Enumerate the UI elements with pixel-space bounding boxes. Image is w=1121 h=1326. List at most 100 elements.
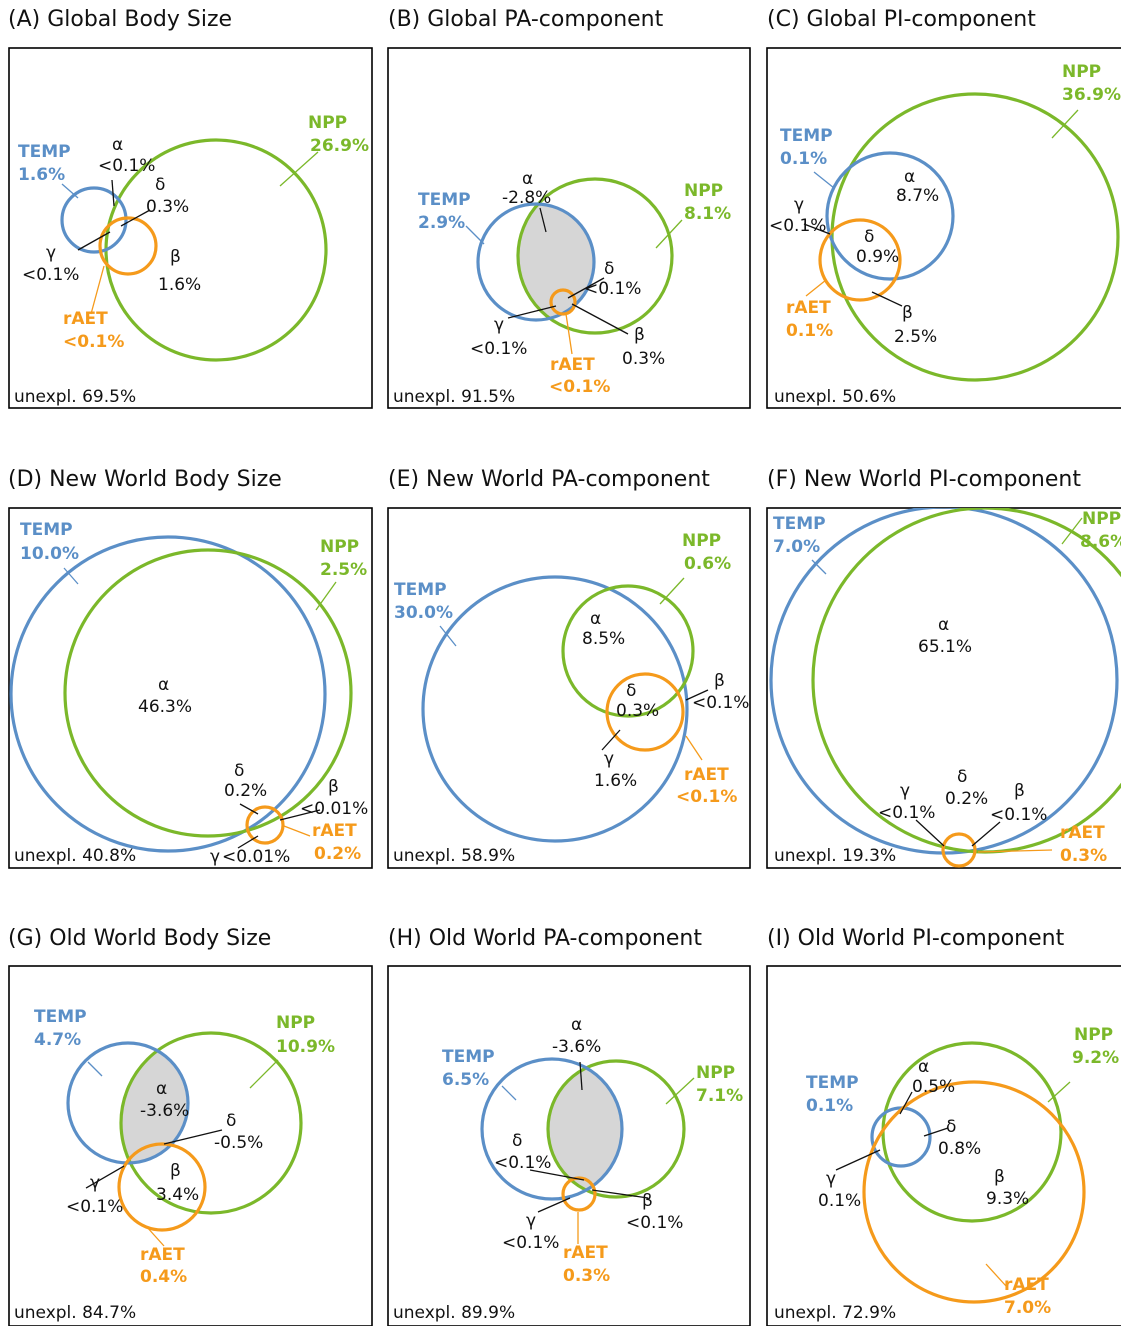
alpha-value: 65.1% (918, 637, 972, 657)
negative-overlap-shade (121, 1043, 188, 1163)
panel-i: (I) Old World PI-component TEMP 0.1% NPP… (766, 926, 1121, 1326)
unexplained-label: unexpl. 58.9% (393, 846, 515, 866)
panel-frame (766, 47, 1121, 409)
delta-value: 0.3% (616, 701, 659, 721)
delta-symbol: δ (234, 761, 244, 781)
alpha-symbol: α (590, 609, 601, 629)
npp-value: 36.9% (1062, 85, 1121, 105)
gamma-symbol: γ (494, 315, 504, 335)
temp-circle (421, 575, 689, 843)
beta-symbol: β (328, 777, 339, 797)
panel-title: (E) New World PA-component (388, 467, 710, 492)
raet-label: rAET (140, 1245, 185, 1265)
alpha-value: 8.5% (582, 629, 625, 649)
raet-value: 0.4% (140, 1267, 187, 1287)
gamma-value: 0.1% (818, 1191, 861, 1211)
gamma-symbol: γ (46, 243, 56, 263)
beta-symbol: β (642, 1191, 653, 1211)
panel-b: (B) Global PA-component TEMP 2.9% NPP 8.… (387, 7, 751, 409)
delta-value: 0.9% (856, 247, 899, 267)
panel-g: (G) Old World Body Size TEMP 4.7% NPP 10… (8, 926, 373, 1326)
alpha-symbol: α (571, 1015, 582, 1035)
raet-label: rAET (1004, 1275, 1049, 1295)
raet-label: rAET (786, 298, 831, 318)
temp-label: TEMP (773, 514, 826, 534)
beta-symbol: β (714, 671, 725, 691)
npp-label: NPP (1074, 1025, 1113, 1045)
alpha-value: -3.6% (140, 1101, 189, 1121)
beta-value: 0.3% (622, 349, 665, 369)
panel-h: (H) Old World PA-component TEMP 6.5% NPP… (387, 926, 751, 1326)
raet-circle (245, 805, 285, 845)
raet-value: <0.1% (676, 787, 737, 807)
npp-label: NPP (1062, 62, 1101, 82)
panel-frame (387, 965, 751, 1326)
unexplained-label: unexpl. 69.5% (14, 387, 136, 407)
alpha-symbol: α (522, 169, 533, 189)
gamma-symbol: γ (604, 749, 614, 769)
delta-symbol: δ (946, 1117, 956, 1137)
gamma-value: <0.1% (470, 339, 527, 359)
panel-frame (387, 507, 751, 869)
alpha-symbol: α (938, 615, 949, 635)
npp-circle (830, 92, 1120, 382)
panel-title: (F) New World PI-component (767, 467, 1081, 492)
delta-symbol: δ (626, 681, 636, 701)
delta-symbol: δ (155, 175, 165, 195)
gamma-value: <0.1% (66, 1197, 123, 1217)
temp-label: TEMP (418, 190, 471, 210)
beta-value: 3.4% (156, 1185, 199, 1205)
delta-value: 0.2% (224, 781, 267, 801)
beta-value: <0.1% (990, 805, 1047, 825)
panel-frame (8, 47, 373, 409)
gamma-symbol: γ (900, 781, 910, 801)
beta-value: <0.1% (626, 1213, 683, 1233)
unexplained-label: unexpl. 91.5% (393, 387, 515, 407)
delta-value: -0.5% (214, 1133, 263, 1153)
raet-value: <0.1% (549, 377, 610, 397)
delta-value: 0.3% (146, 197, 189, 217)
temp-circle (769, 508, 1119, 855)
npp-circle (546, 1059, 686, 1199)
alpha-value: -3.6% (552, 1037, 601, 1057)
delta-symbol: δ (604, 259, 614, 279)
beta-symbol: β (634, 325, 645, 345)
npp-label: NPP (308, 113, 347, 133)
alpha-value: <0.1% (98, 156, 155, 176)
unexplained-label: unexpl. 84.7% (14, 1303, 136, 1323)
gamma-value: <0.1% (878, 803, 935, 823)
gamma-value: <0.1% (769, 216, 826, 236)
raet-circle (605, 672, 685, 752)
temp-circle (9, 535, 327, 853)
unexplained-label: unexpl. 89.9% (393, 1303, 515, 1323)
temp-circle (870, 1106, 932, 1168)
panel-c: (C) Global PI-component TEMP 0.1% NPP 36… (766, 7, 1121, 409)
npp-circle (119, 1031, 303, 1215)
gamma-symbol: γ (210, 847, 220, 867)
gamma-symbol: γ (90, 1173, 100, 1193)
gamma-value: 1.6% (594, 771, 637, 791)
temp-value: 4.7% (34, 1030, 81, 1050)
npp-value: 8.1% (684, 204, 731, 224)
delta-symbol: δ (226, 1111, 236, 1131)
temp-value: 30.0% (394, 603, 453, 623)
panel-d: (D) New World Body Size TEMP 10.0% NPP 2… (8, 467, 373, 869)
negative-overlap-shade (518, 204, 594, 320)
beta-symbol: β (1014, 781, 1025, 801)
npp-value: 26.9% (310, 136, 369, 156)
raet-label: rAET (312, 821, 357, 841)
npp-label: NPP (1082, 509, 1121, 529)
panel-frame (8, 507, 373, 869)
gamma-value: <0.1% (22, 265, 79, 285)
temp-value: 2.9% (418, 213, 465, 233)
npp-label: NPP (276, 1013, 315, 1033)
panel-frame (766, 965, 1121, 1326)
temp-circle (480, 1057, 624, 1201)
npp-label: NPP (320, 537, 359, 557)
temp-value: 0.1% (806, 1096, 853, 1116)
temp-circle (60, 186, 128, 254)
raet-label: rAET (63, 309, 108, 329)
temp-value: 0.1% (780, 149, 827, 169)
raet-circle (561, 1176, 597, 1212)
panel-title: (D) New World Body Size (8, 467, 282, 492)
